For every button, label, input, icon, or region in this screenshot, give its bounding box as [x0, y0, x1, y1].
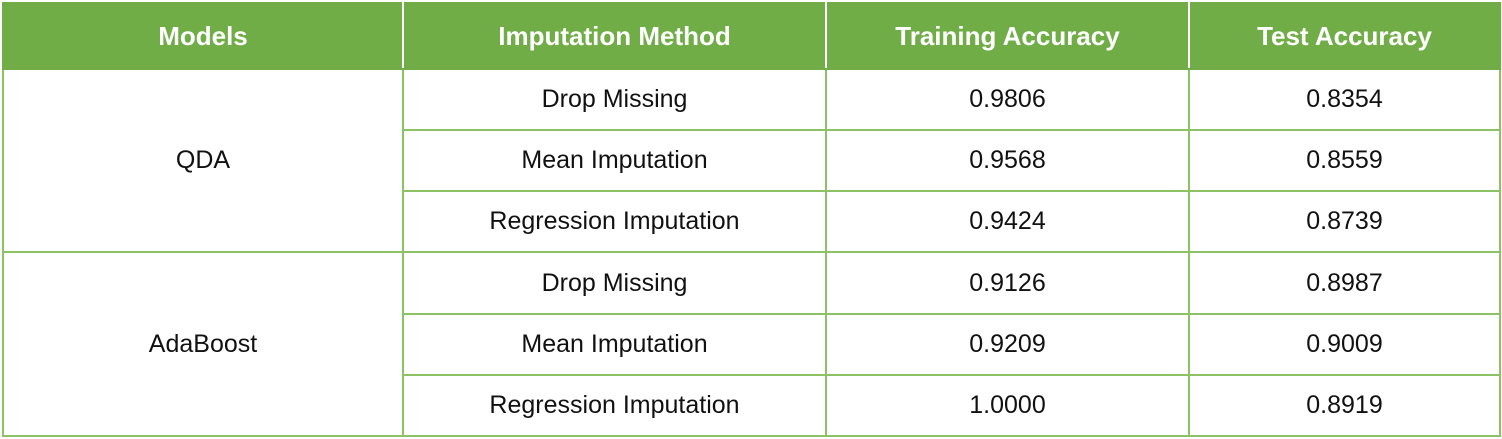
training-accuracy-cell: 0.9126 [825, 251, 1190, 315]
training-accuracy-cell: 0.9209 [825, 312, 1190, 376]
test-accuracy-cell: 0.8987 [1188, 251, 1501, 315]
table-body: QDA Drop Missing 0.9806 0.8354 Mean Impu… [2, 67, 1501, 438]
header-test-accuracy: Test Accuracy [1188, 2, 1501, 70]
training-accuracy-cell: 1.0000 [825, 373, 1190, 438]
header-training-accuracy: Training Accuracy [825, 2, 1190, 70]
method-cell: Regression Imputation [402, 190, 827, 254]
table-row: Regression Imputation 1.0000 0.8919 [3, 373, 1501, 438]
header-imputation-method: Imputation Method [402, 2, 827, 70]
test-accuracy-cell: 0.9009 [1188, 312, 1501, 376]
model-cell-qda: QDA [2, 67, 404, 254]
method-cell: Mean Imputation [402, 129, 827, 193]
header-row: Models Imputation Method Training Accura… [2, 2, 1501, 70]
method-cell: Drop Missing [402, 67, 827, 132]
table-header: Models Imputation Method Training Accura… [2, 2, 1501, 70]
test-accuracy-cell: 0.8919 [1188, 373, 1501, 438]
table-row: QDA Drop Missing 0.9806 0.8354 [2, 67, 1501, 254]
method-cell: Regression Imputation [402, 373, 827, 438]
test-accuracy-cell: 0.8559 [1188, 129, 1501, 193]
table-row: AdaBoost Drop Missing 0.9126 0.8987 [2, 251, 1501, 437]
table-row: Mean Imputation 0.9209 0.9009 [3, 312, 1501, 376]
training-accuracy-cell: 0.9568 [825, 129, 1190, 193]
training-accuracy-cell: 0.9424 [825, 190, 1190, 254]
table-row: Mean Imputation 0.9568 0.8559 [3, 129, 1501, 193]
test-accuracy-cell: 0.8739 [1188, 190, 1501, 254]
model-cell-adaboost: AdaBoost [2, 251, 404, 437]
table-row: Regression Imputation 0.9424 0.8739 [3, 190, 1501, 254]
method-cell: Mean Imputation [402, 312, 827, 376]
training-accuracy-cell: 0.9806 [825, 67, 1190, 132]
header-models: Models [2, 2, 404, 70]
method-cell: Drop Missing [402, 251, 827, 315]
test-accuracy-cell: 0.8354 [1188, 67, 1501, 132]
